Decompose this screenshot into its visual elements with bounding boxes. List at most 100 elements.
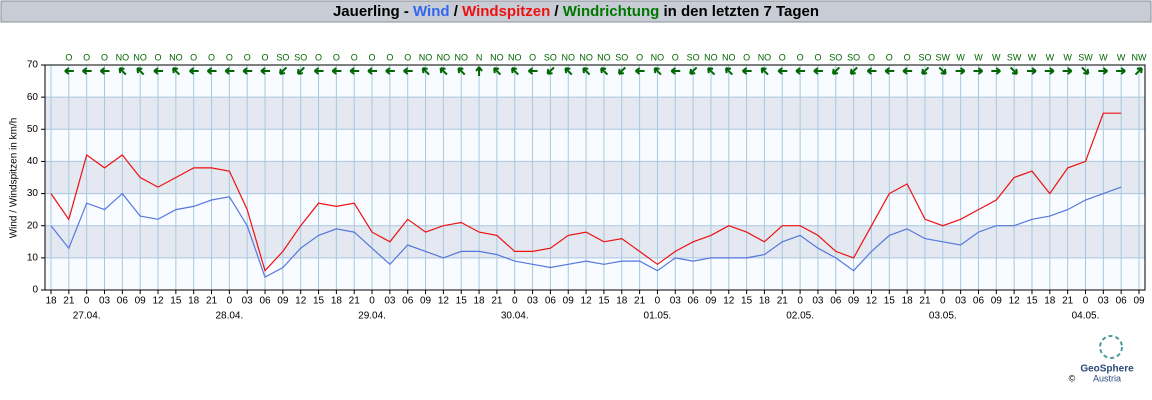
- direction-arrow: [1134, 67, 1143, 76]
- direction-arrow: [331, 67, 342, 75]
- x-tick-label: 15: [170, 296, 182, 307]
- direction-label: O: [814, 52, 821, 62]
- title-part: /: [550, 3, 563, 20]
- y-tick-label: 50: [27, 124, 39, 135]
- direction-arrow: [367, 67, 378, 75]
- direction-arrow: [1098, 67, 1108, 75]
- x-tick-label: 0: [655, 296, 661, 307]
- direction-label: NO: [722, 52, 736, 62]
- x-tick-label: 12: [1009, 296, 1021, 307]
- x-tick-label: 09: [277, 296, 289, 307]
- direction-arrow: [457, 67, 466, 76]
- direction-arrow: [742, 67, 752, 75]
- title-bar: [0, 0, 1152, 23]
- x-tick-label: 21: [206, 296, 218, 307]
- direction-label: O: [369, 52, 376, 62]
- x-tick-label: 18: [902, 296, 914, 307]
- x-tick-label: 15: [884, 296, 896, 307]
- x-tick-label: 03: [812, 296, 824, 307]
- direction-label: O: [244, 52, 251, 62]
- direction-arrow: [831, 66, 841, 75]
- x-tick-label: 12: [581, 296, 593, 307]
- direction-label: SO: [294, 52, 307, 62]
- logo-sub: Austria: [1093, 373, 1121, 383]
- logo-name: GeoSphere: [1080, 364, 1134, 375]
- direction-arrow: [189, 67, 199, 75]
- direction-label: W: [956, 52, 965, 62]
- x-tick-label: 15: [598, 296, 610, 307]
- direction-label: O: [190, 52, 197, 62]
- date-label: 01.05.: [644, 311, 672, 322]
- x-tick-label: 18: [331, 296, 343, 307]
- x-tick-label: 18: [45, 296, 57, 307]
- direction-label: NO: [116, 52, 130, 62]
- direction-label: O: [904, 52, 911, 62]
- direction-arrow: [902, 67, 913, 75]
- direction-label: NO: [169, 52, 183, 62]
- direction-label: W: [974, 52, 983, 62]
- direction-arrow: [527, 67, 538, 75]
- date-label: 03.05.: [929, 311, 957, 322]
- direction-arrow: [296, 66, 305, 75]
- date-label: 28.04.: [215, 311, 243, 322]
- x-tick-label: 03: [384, 296, 396, 307]
- direction-label: NO: [579, 52, 593, 62]
- logo: GeoSphere © Austria: [1069, 335, 1134, 383]
- x-tick-label: 18: [188, 296, 200, 307]
- x-tick-label: 18: [616, 296, 628, 307]
- direction-label: N: [476, 52, 483, 62]
- x-tick-label: 18: [759, 296, 771, 307]
- x-tick-label: 0: [369, 296, 375, 307]
- logo-icon: [1099, 335, 1123, 359]
- direction-arrow: [991, 67, 1001, 75]
- x-tick-label: 09: [705, 296, 717, 307]
- y-tick-label: 70: [27, 60, 39, 71]
- direction-arrow: [1081, 66, 1090, 75]
- direction-label: SW: [1078, 52, 1093, 62]
- x-tick-label: 0: [227, 296, 233, 307]
- title-part: Jauerling -: [333, 3, 413, 20]
- plot-frame: [44, 64, 1146, 291]
- title-part: Wind: [413, 3, 450, 20]
- x-tick-label: 21: [919, 296, 931, 307]
- direction-label: W: [1028, 52, 1037, 62]
- title-part: /: [450, 3, 463, 20]
- title-part: Windrichtung: [563, 3, 660, 20]
- direction-label: NO: [419, 52, 433, 62]
- x-tick-label: 06: [117, 296, 129, 307]
- x-tick-label: 09: [1133, 296, 1145, 307]
- direction-label: W: [1063, 52, 1072, 62]
- direction-label: SW: [1007, 52, 1022, 62]
- x-tick-label: 03: [955, 296, 967, 307]
- direction-label: O: [351, 52, 358, 62]
- x-tick-label: 0: [797, 296, 803, 307]
- direction-arrow: [813, 67, 823, 75]
- x-tick-label: 15: [456, 296, 468, 307]
- date-label: 29.04.: [358, 311, 386, 322]
- direction-label: O: [797, 52, 804, 62]
- direction-arrow: [1009, 66, 1018, 75]
- direction-label: O: [868, 52, 875, 62]
- x-tick-label: 12: [438, 296, 450, 307]
- direction-arrow: [313, 67, 324, 75]
- direction-arrow: [224, 67, 235, 75]
- series-line: [50, 186, 1122, 278]
- y-tick-label: 20: [27, 220, 39, 231]
- x-tick-label: 21: [1062, 296, 1074, 307]
- x-tick-label: 0: [84, 296, 90, 307]
- title-part: Windspitzen: [462, 3, 550, 20]
- x-tick-label: 15: [741, 296, 753, 307]
- direction-label: O: [404, 52, 411, 62]
- direction-label: W: [1099, 52, 1108, 62]
- x-tick-label: 09: [563, 296, 575, 307]
- direction-label: NO: [490, 52, 504, 62]
- x-tick-label: 21: [491, 296, 503, 307]
- direction-arrow: [1026, 67, 1037, 75]
- direction-arrow: [493, 67, 502, 76]
- direction-label: NO: [704, 52, 718, 62]
- x-tick-label: 09: [420, 296, 432, 307]
- direction-label: NO: [454, 52, 468, 62]
- direction-arrow: [760, 67, 769, 76]
- direction-arrow: [242, 67, 253, 75]
